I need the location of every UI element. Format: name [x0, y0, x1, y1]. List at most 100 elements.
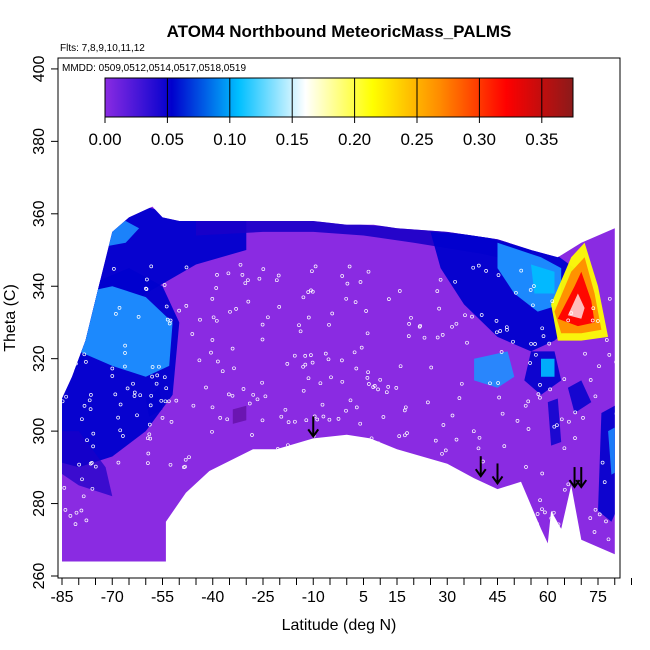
sample-point: [417, 324, 422, 329]
sample-point: [528, 361, 532, 365]
sample-point: [147, 432, 152, 437]
sample-point: [80, 417, 84, 422]
sample-point: [566, 482, 571, 487]
sample-point: [606, 537, 611, 542]
sample-point: [365, 376, 370, 380]
field-blue-upper-band: [196, 221, 531, 265]
sample-point: [450, 324, 454, 329]
sample-point: [318, 381, 323, 386]
sample-point: [592, 530, 597, 534]
data-region: [62, 206, 626, 562]
sample-point: [254, 459, 259, 464]
sample-point: [402, 408, 407, 413]
sample-point: [344, 408, 348, 413]
sample-point: [91, 444, 95, 449]
chart-title: ATOM4 Northbound MeteoricMass_PALMS: [167, 22, 512, 41]
plot-frame: [57, 57, 621, 579]
sample-point: [435, 289, 440, 293]
sample-point: [496, 273, 501, 277]
sample-point: [110, 374, 115, 378]
sample-point: [371, 385, 376, 389]
sample-point: [309, 353, 313, 357]
y-axis-label: Theta (C): [2, 284, 19, 352]
sample-point: [261, 267, 266, 271]
sample-point: [298, 329, 303, 334]
sample-point: [67, 359, 72, 364]
colorbar-tick-label: 0.15: [276, 130, 309, 149]
sample-point: [315, 417, 320, 422]
sample-point: [146, 451, 151, 456]
sample-point: [320, 402, 325, 407]
sample-point: [327, 322, 331, 327]
sample-point: [301, 364, 305, 369]
sample-point: [301, 388, 306, 393]
sample-point: [209, 350, 213, 355]
sample-point: [347, 264, 352, 269]
sample-point: [538, 383, 542, 387]
sample-point: [450, 413, 455, 418]
sample-point: [497, 395, 501, 400]
sample-point: [395, 463, 400, 468]
sample-point: [470, 314, 474, 319]
sample-point: [150, 374, 154, 379]
sample-point: [607, 353, 612, 357]
sample-point: [623, 525, 626, 528]
sample-point: [555, 423, 559, 428]
sample-point: [381, 415, 386, 419]
sample-point: [573, 410, 578, 415]
sample-point: [583, 351, 587, 356]
sample-point: [602, 480, 607, 484]
sample-point: [526, 399, 531, 404]
sample-point: [573, 436, 577, 440]
sample-point: [515, 419, 520, 423]
sample-point: [81, 494, 86, 499]
sample-point: [477, 435, 482, 440]
sample-point: [306, 447, 311, 451]
sample-point: [378, 377, 383, 382]
sample-point: [113, 392, 118, 397]
sample-point: [167, 399, 171, 404]
sample-point: [584, 555, 589, 559]
arrow-markers: [307, 416, 588, 489]
colorbar-bar: [104, 77, 574, 118]
sample-point: [533, 342, 537, 346]
sample-point: [621, 555, 624, 558]
sample-point: [407, 322, 411, 326]
sample-point: [540, 507, 544, 512]
sample-point: [348, 398, 353, 403]
sample-point: [247, 461, 252, 465]
sample-point: [263, 394, 268, 399]
sample-point: [214, 286, 219, 290]
sample-point: [240, 273, 245, 277]
sample-point: [365, 331, 370, 336]
sample-point: [479, 313, 484, 317]
sample-point: [354, 366, 359, 371]
arrow-marker: [474, 456, 487, 478]
sample-point: [553, 540, 558, 545]
sample-point: [230, 346, 235, 351]
sample-point: [387, 297, 391, 301]
sample-point: [260, 337, 265, 342]
sample-point: [228, 309, 232, 314]
sample-point: [164, 386, 169, 391]
sample-point: [274, 278, 279, 283]
sample-point: [326, 357, 331, 362]
sample-point: [286, 420, 291, 424]
sample-point: [528, 288, 533, 292]
sample-point: [279, 414, 284, 419]
arrow-marker: [307, 416, 320, 439]
colorbar-tick-label: 0.20: [338, 130, 371, 149]
sample-point: [523, 403, 528, 408]
sample-point: [581, 416, 585, 420]
sample-point: [488, 381, 492, 386]
sample-point: [471, 429, 476, 434]
sample-point: [117, 306, 122, 310]
sample-point: [597, 364, 601, 369]
sample-point: [453, 279, 457, 284]
sample-point: [63, 508, 68, 512]
sample-point: [250, 433, 254, 437]
sample-point: [621, 289, 624, 292]
sample-point: [496, 381, 500, 385]
sample-point: [494, 330, 499, 335]
sample-point: [376, 441, 381, 446]
